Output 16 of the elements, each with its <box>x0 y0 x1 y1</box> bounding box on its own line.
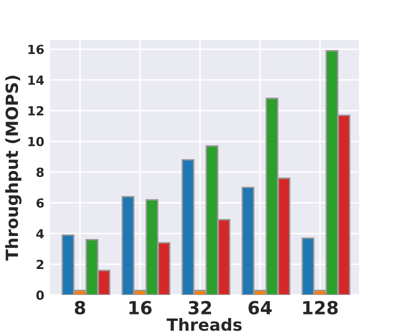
y-tick-label: 4 <box>36 229 44 238</box>
y-tick-label: 0 <box>36 290 44 300</box>
y-tick-label: 10 <box>28 136 44 146</box>
y-tick-label: 16 <box>28 44 44 54</box>
y-tick-label: 6 <box>36 198 44 208</box>
x-axis-title: Threads <box>166 318 242 331</box>
y-tick-label: 2 <box>36 260 44 270</box>
x-tick-label: 64 <box>248 300 272 315</box>
y-axis-title: Throughput (MOPS) <box>5 76 22 261</box>
y-tick-label: 14 <box>28 76 44 85</box>
x-tick-label: 8 <box>74 300 86 315</box>
y-tick-label: 12 <box>28 106 44 116</box>
y-tick-label: 8 <box>36 168 44 178</box>
x-tick-label: 128 <box>303 300 338 315</box>
x-tick-label: 16 <box>129 300 152 315</box>
x-tick-label: 32 <box>188 300 211 315</box>
